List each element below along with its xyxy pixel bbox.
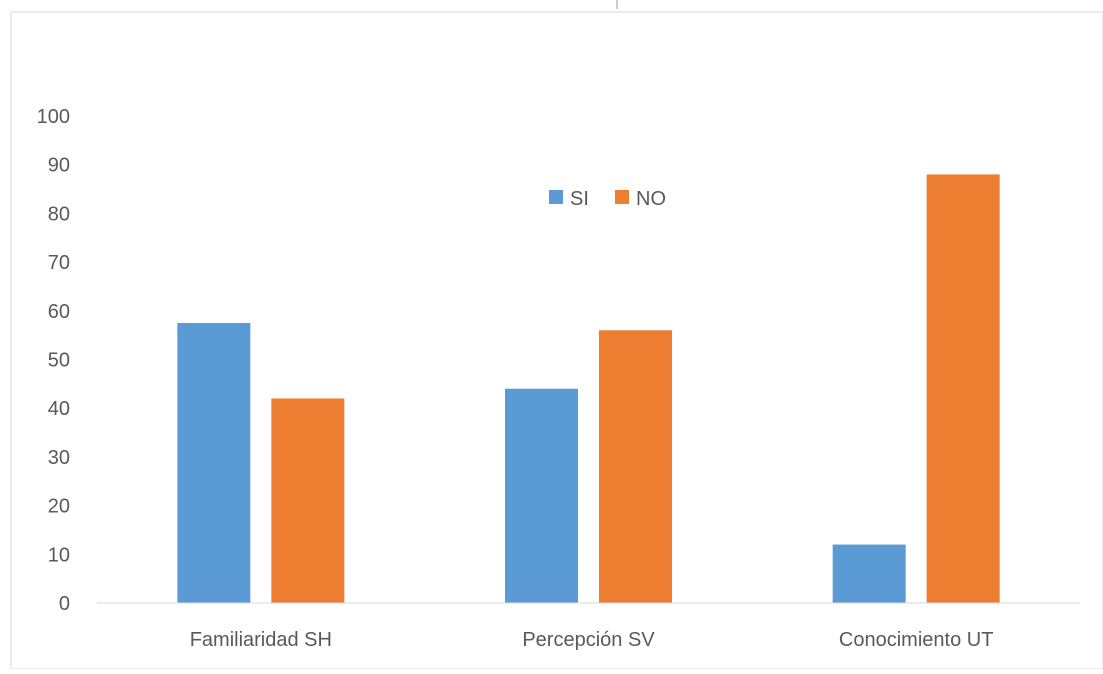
y-tick-label: 40	[48, 398, 70, 420]
legend-swatch-si	[549, 190, 563, 204]
legend-label-no: NO	[636, 188, 666, 210]
legend-swatch-no	[615, 190, 629, 204]
y-tick-label: 70	[48, 252, 70, 274]
bar-si-0	[177, 322, 251, 603]
y-tick-label: 20	[48, 496, 70, 518]
bar-no-2	[926, 174, 1000, 603]
bar-no-1	[599, 330, 672, 603]
y-tick-label: 0	[59, 593, 70, 615]
bar-no-0	[271, 398, 345, 603]
y-tick-label: 10	[48, 544, 70, 566]
bar-si-1	[505, 388, 578, 603]
y-tick-label: 80	[48, 203, 70, 225]
y-tick-label: 30	[48, 447, 70, 469]
bar-si-2	[832, 544, 906, 603]
plot-bars	[177, 174, 1000, 603]
y-tick-label: 50	[48, 350, 70, 372]
x-tick-label: Percepción SV	[522, 629, 655, 651]
y-tick-label: 60	[48, 301, 70, 323]
legend: SI NO	[549, 188, 666, 210]
x-tick-label: Familiaridad SH	[190, 629, 332, 651]
x-tick-label: Conocimiento UT	[839, 629, 994, 651]
x-axis: Familiaridad SH Percepción SV Conocimiento…	[190, 629, 994, 651]
y-tick-label: 90	[48, 155, 70, 177]
legend-label-si: SI	[570, 188, 589, 210]
y-tick-label: 100	[37, 106, 70, 128]
y-axis: 0 10 20 30 40 50 60 70 80 90 100	[37, 106, 70, 615]
